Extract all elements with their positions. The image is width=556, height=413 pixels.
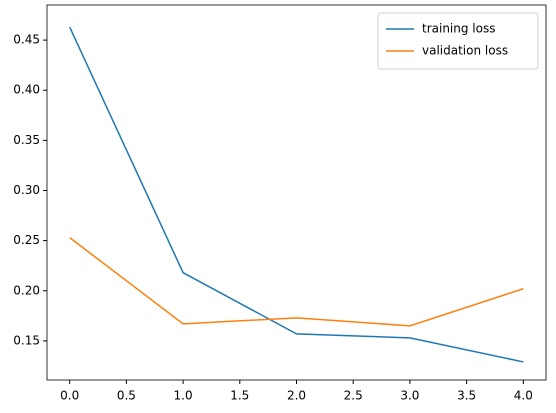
line-series (69, 26, 524, 363)
x-tick-label: 3.0 (400, 389, 419, 403)
x-tick-label: 1.0 (174, 389, 193, 403)
x-tick-label: 0.0 (60, 389, 79, 403)
legend-label: training loss (422, 22, 495, 36)
y-tick-label: 0.45 (13, 33, 40, 47)
y-tick-label: 0.15 (13, 333, 40, 347)
x-tick-label: 0.5 (117, 389, 136, 403)
y-tick-label: 0.20 (13, 283, 40, 297)
x-tick-label: 2.5 (344, 389, 363, 403)
x-tick-label: 2.0 (287, 389, 306, 403)
legend-label: validation loss (422, 44, 508, 58)
plot-frame (46, 4, 547, 381)
x-tick-label: 1.5 (230, 389, 249, 403)
y-tick-label: 0.40 (13, 83, 40, 97)
y-tick-label: 0.25 (13, 233, 40, 247)
line-series (69, 237, 524, 327)
y-tick-label: 0.30 (13, 183, 40, 197)
x-tick-label: 3.5 (457, 389, 476, 403)
legend-box (377, 12, 539, 70)
x-tick-label: 4.0 (514, 389, 533, 403)
y-tick-label: 0.35 (13, 133, 40, 147)
